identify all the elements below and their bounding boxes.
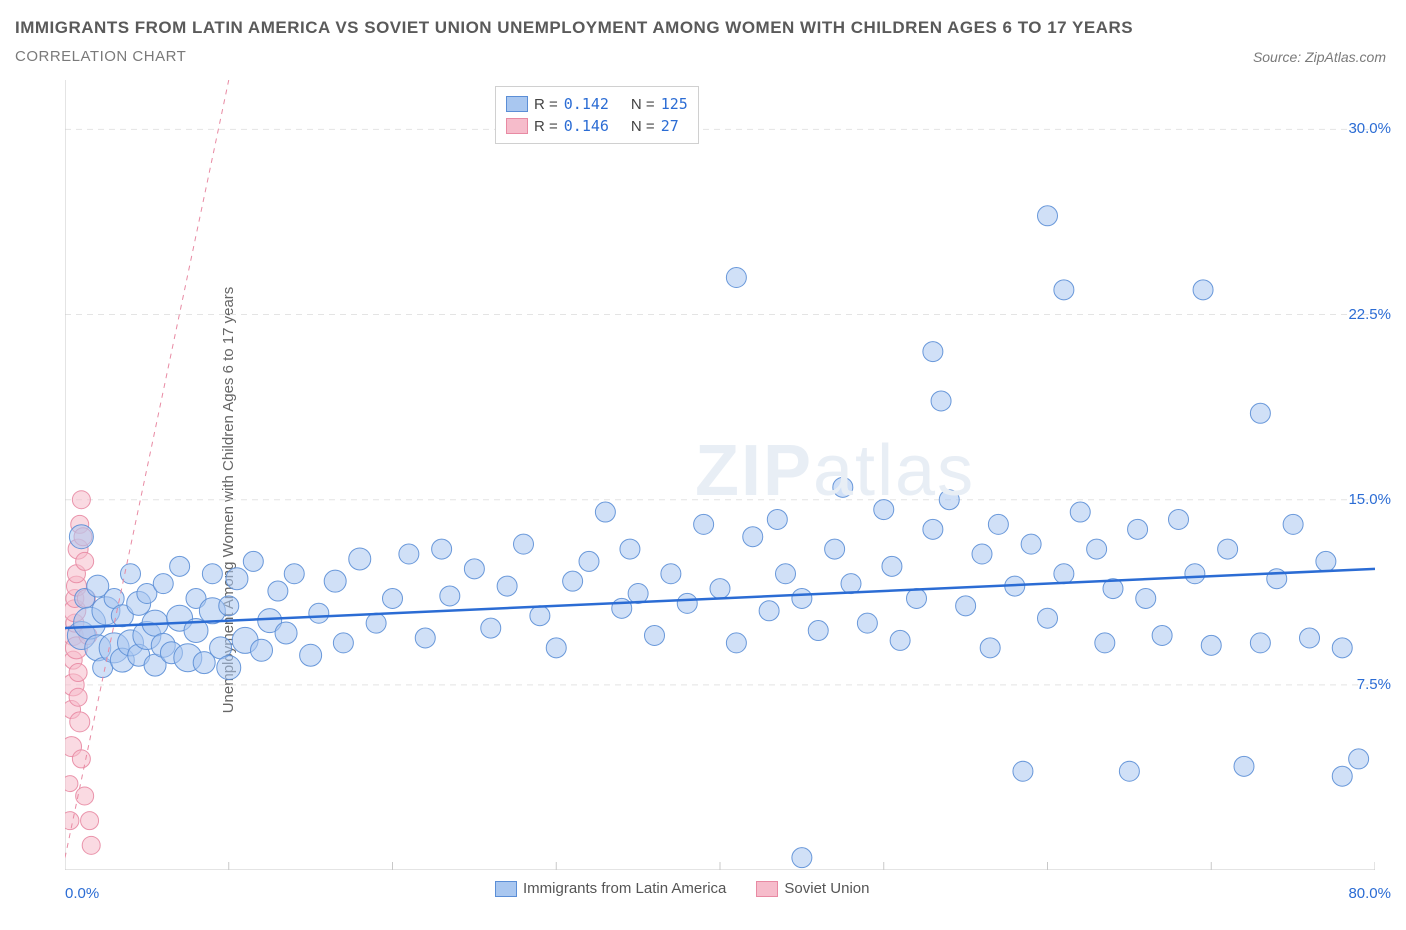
- legend-label-latin: Immigrants from Latin America: [523, 880, 726, 897]
- legend-label-soviet: Soviet Union: [784, 880, 869, 897]
- y-tick-label: 7.5%: [1331, 676, 1391, 693]
- scatter-plot: [65, 80, 1375, 870]
- x-axis-start-label: 0.0%: [65, 885, 99, 902]
- legend-stats-row-latin: R = 0.142 N = 125: [506, 93, 688, 115]
- legend-item-soviet: Soviet Union: [756, 880, 869, 897]
- r-value-soviet: 0.146: [564, 117, 609, 135]
- swatch-latin: [495, 881, 517, 897]
- chart-subtitle: CORRELATION CHART: [15, 48, 186, 65]
- swatch-soviet: [756, 881, 778, 897]
- source-attribution: Source: ZipAtlas.com: [1253, 49, 1386, 65]
- chart-area: Unemployment Among Women with Children A…: [15, 80, 1391, 920]
- y-tick-label: 15.0%: [1331, 491, 1391, 508]
- r-value-latin: 0.142: [564, 95, 609, 113]
- legend-series: Immigrants from Latin America Soviet Uni…: [495, 880, 869, 897]
- r-label: R =: [534, 118, 558, 135]
- n-label: N =: [631, 118, 655, 135]
- n-value-soviet: 27: [661, 117, 679, 135]
- n-label: N =: [631, 96, 655, 113]
- r-label: R =: [534, 96, 558, 113]
- legend-stats-row-soviet: R = 0.146 N = 27: [506, 115, 688, 137]
- swatch-latin: [506, 96, 528, 112]
- y-tick-label: 30.0%: [1331, 120, 1391, 137]
- legend-item-latin: Immigrants from Latin America: [495, 880, 726, 897]
- y-tick-label: 22.5%: [1331, 306, 1391, 323]
- swatch-soviet: [506, 118, 528, 134]
- legend-stats: R = 0.142 N = 125 R = 0.146 N = 27: [495, 86, 699, 144]
- n-value-latin: 125: [661, 95, 688, 113]
- chart-title: IMMIGRANTS FROM LATIN AMERICA VS SOVIET …: [15, 18, 1133, 38]
- x-axis-end-label: 80.0%: [1348, 885, 1391, 902]
